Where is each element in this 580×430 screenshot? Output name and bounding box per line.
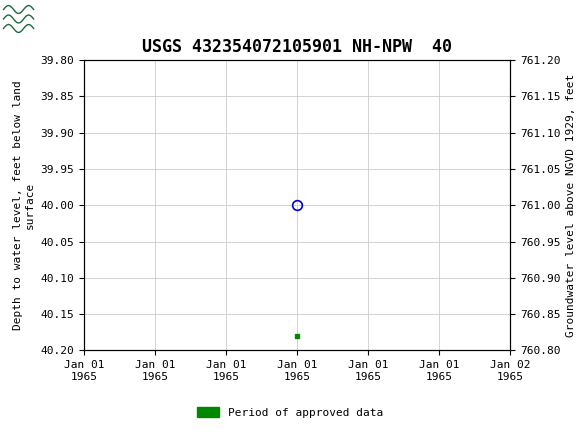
Y-axis label: Depth to water level, feet below land
surface: Depth to water level, feet below land su…	[13, 80, 35, 330]
Text: USGS: USGS	[39, 11, 95, 29]
Legend: Period of approved data: Period of approved data	[193, 403, 387, 422]
Title: USGS 432354072105901 NH-NPW  40: USGS 432354072105901 NH-NPW 40	[142, 38, 452, 56]
Y-axis label: Groundwater level above NGVD 1929, feet: Groundwater level above NGVD 1929, feet	[566, 74, 576, 337]
FancyBboxPatch shape	[3, 3, 72, 37]
